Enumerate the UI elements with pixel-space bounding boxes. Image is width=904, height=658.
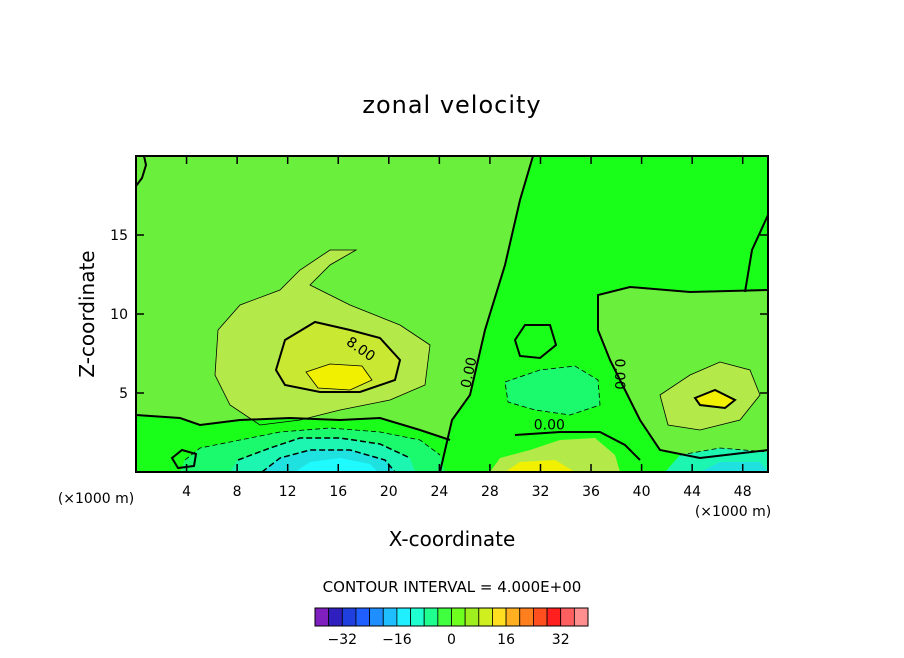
colorbar-swatch xyxy=(355,607,371,627)
colorbar-swatch xyxy=(519,607,534,627)
x-tick-label: 20 xyxy=(380,484,398,500)
minus-region-mid xyxy=(505,366,600,415)
x-tick-label: 12 xyxy=(279,484,297,500)
colorbar-swatch xyxy=(314,607,330,627)
colorbar-swatch xyxy=(328,607,343,627)
colorbar-swatch xyxy=(478,607,493,627)
x-tick-label: 16 xyxy=(329,484,347,500)
colorbar-swatch xyxy=(396,607,411,627)
colorbar-swatch xyxy=(492,607,507,627)
x-tick-label: 32 xyxy=(532,484,550,500)
eight-contour-east-line xyxy=(693,388,737,410)
minus-sixteen-region xyxy=(295,458,378,472)
x-axis-ticks: 4 8 12 16 20 24 28 32 36 40 44 48 xyxy=(182,156,752,500)
contour-label: 0.00 xyxy=(458,356,480,390)
contour-lines xyxy=(136,156,768,472)
x-unit-right: (×1000 m) xyxy=(695,504,771,520)
colorbar: −32 −16 0 16 32 xyxy=(314,607,589,648)
x-tick-label: 8 xyxy=(233,484,242,500)
twelve-contour-line xyxy=(305,363,373,391)
colorbar-swatch xyxy=(533,607,548,627)
colorbar-swatch xyxy=(410,607,425,627)
eight-contour-fill xyxy=(276,322,400,392)
colorbar-swatch xyxy=(451,607,466,627)
colorbar-tick-label: 0 xyxy=(447,632,456,648)
four-contour-line xyxy=(214,249,431,426)
minus-four-contour-line xyxy=(504,365,601,416)
eight-contour-line xyxy=(274,320,402,393)
x-tick-label: 28 xyxy=(481,484,499,500)
colorbar-tick-label: 32 xyxy=(552,632,570,648)
y-tick-label: 15 xyxy=(110,228,128,244)
colorbar-swatch xyxy=(560,607,575,627)
chart-title: zonal velocity xyxy=(362,91,541,119)
x-tick-label: 36 xyxy=(582,484,600,500)
four-contour-east-line xyxy=(659,361,761,431)
contour-label: 0.00 xyxy=(611,358,627,389)
x-axis-label: X-coordinate xyxy=(389,527,516,551)
y-axis-ticks: 5 10 15 xyxy=(110,228,768,402)
x-tick-label: 40 xyxy=(633,484,651,500)
contour-interval-text: CONTOUR INTERVAL = 4.000E+00 xyxy=(323,578,582,596)
colorbar-swatch xyxy=(505,607,521,627)
colorbar-swatch xyxy=(341,607,357,627)
x-tick-label: 4 xyxy=(182,484,191,500)
colorbar-swatch xyxy=(464,607,480,627)
x-tick-label: 44 xyxy=(683,484,701,500)
minus-twelve-lower-line xyxy=(261,449,396,472)
colorbar-frame xyxy=(314,607,589,627)
colorbar-swatch xyxy=(546,607,562,627)
y-tick-label: 5 xyxy=(119,386,128,402)
y-tick-label: 10 xyxy=(110,307,128,323)
zero-contour-lower xyxy=(136,414,451,441)
colorbar-swatch xyxy=(382,607,398,627)
plot-area: 8.000.000.000.00 4 8 12 16 20 24 28 32 36 40 44 48 … xyxy=(110,155,769,500)
contour-fills xyxy=(136,156,768,472)
closed-region-small xyxy=(515,325,556,358)
zero-contour-east xyxy=(597,285,768,460)
colorbar-swatch xyxy=(573,607,589,627)
minus-four-east-line xyxy=(679,447,768,456)
colorbar-tick-label: −16 xyxy=(382,632,412,648)
twelve-contour-fill xyxy=(306,364,372,390)
x-tick-label: 24 xyxy=(430,484,448,500)
y-axis-label: Z-coordinate xyxy=(75,250,99,377)
zero-contour-bottom-mid xyxy=(514,431,641,461)
zero-contour-northeast xyxy=(744,214,768,293)
colorbar-swatch xyxy=(423,607,439,627)
colorbar-tick-label: 16 xyxy=(497,632,515,648)
minus-eight-lower-line xyxy=(237,437,411,461)
contour-label: 0.00 xyxy=(534,418,565,434)
small-closed-contour xyxy=(170,448,198,470)
colorbar-tick-label: −32 xyxy=(328,632,358,648)
colorbar-swatch xyxy=(369,607,384,627)
left-edge-contour xyxy=(136,156,148,187)
negative-bottom-east-core xyxy=(700,462,768,472)
minus-four-lower-line xyxy=(184,427,441,461)
colorbar-swatch xyxy=(437,607,452,627)
zero-contour-main xyxy=(439,156,534,472)
x-tick-label: 48 xyxy=(734,484,752,500)
zero-contour-closed xyxy=(513,324,558,360)
x-unit-left: (×1000 m) xyxy=(58,491,134,507)
